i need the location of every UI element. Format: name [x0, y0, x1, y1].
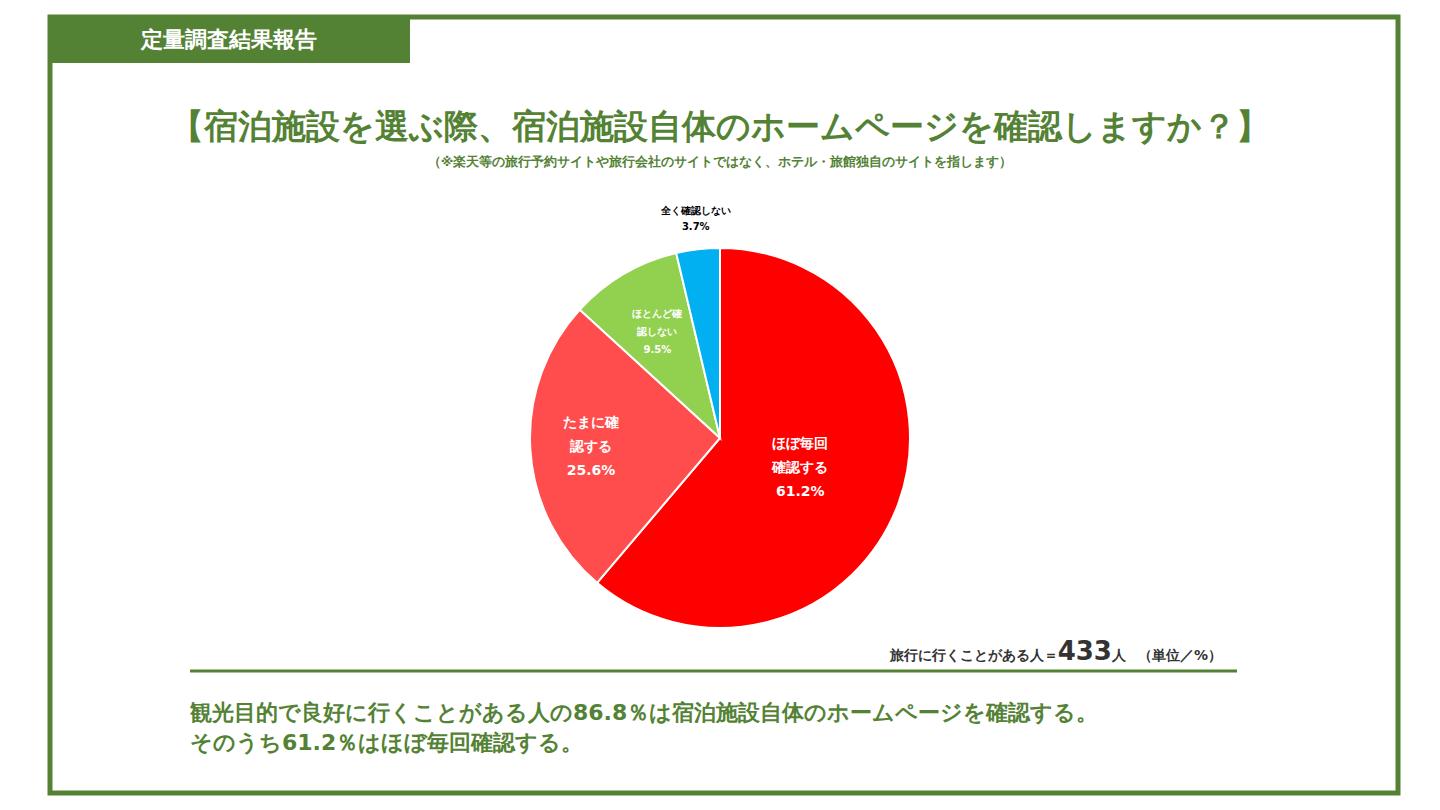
slice-category: 全く確認しない — [660, 205, 731, 217]
frame — [50, 17, 1398, 793]
title: 【宿泊施設を選ぶ際、宿泊施設自体のホームページを確認しますか？】 — [170, 106, 1270, 146]
sample-note: 旅行に行くことがある人＝433人 （単位／%） — [889, 636, 1222, 666]
sample-label: 旅行に行くことがある人＝ — [889, 647, 1058, 663]
slice-category: ほぼ毎回確認する — [771, 435, 828, 475]
header-tab — [48, 15, 410, 63]
data-label: 25.6% — [567, 462, 616, 478]
pie: ほぼ毎回確認する 61.2% たまに確認する 25.6% ほとんど確認しない 9.5% 全く… — [530, 205, 910, 628]
data-label: 9.5% — [644, 344, 672, 355]
data-label: 61.2% — [776, 483, 825, 499]
sample-unit: 人 — [1111, 647, 1127, 663]
conclusion-line: そのうち61.2％はほぼ毎回確認する。 — [190, 730, 583, 755]
conclusion-line: 観光目的で良好に行くことがある人の86.8％は宿泊施設自体のホームページを確認す… — [189, 700, 1098, 725]
slice-category: たまに確認する — [563, 414, 619, 454]
header-label: 定量調査結果報告 — [140, 27, 317, 52]
sample-n: 433 — [1058, 636, 1112, 666]
sample-unit-note: （単位／%） — [1138, 647, 1222, 663]
divider — [190, 670, 1237, 673]
subtitle: （※楽天等の旅行予約サイトや旅行会社のサイトではなく、ホテル・旅館独自のサイトを… — [428, 154, 1013, 169]
page: 定量調査結果報告【宿泊施設を選ぶ際、宿泊施設自体のホームページを確認しますか？】… — [0, 0, 1440, 810]
pie-slice — [676, 248, 720, 438]
data-label: 3.7% — [682, 221, 710, 232]
slice-category: ほとんど確認しない — [632, 308, 682, 338]
